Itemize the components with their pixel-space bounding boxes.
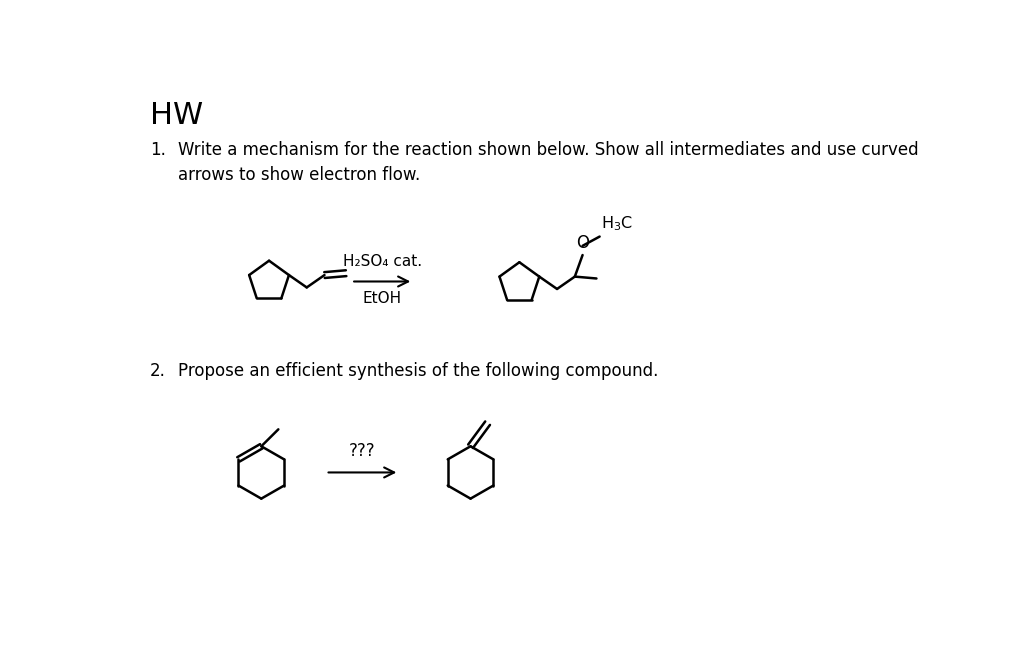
Text: O: O <box>577 234 589 252</box>
Text: HW: HW <box>150 101 203 130</box>
Text: Write a mechanism for the reaction shown below. Show all intermediates and use c: Write a mechanism for the reaction shown… <box>178 142 919 159</box>
Text: arrows to show electron flow.: arrows to show electron flow. <box>178 166 421 184</box>
Text: ???: ??? <box>349 442 376 460</box>
Text: 1.: 1. <box>150 142 166 159</box>
Text: H$_3$C: H$_3$C <box>601 215 633 234</box>
Text: Propose an efficient synthesis of the following compound.: Propose an efficient synthesis of the fo… <box>178 362 658 380</box>
Text: 2.: 2. <box>150 362 166 380</box>
Text: H₂SO₄ cat.: H₂SO₄ cat. <box>343 254 422 269</box>
Text: EtOH: EtOH <box>362 291 401 306</box>
